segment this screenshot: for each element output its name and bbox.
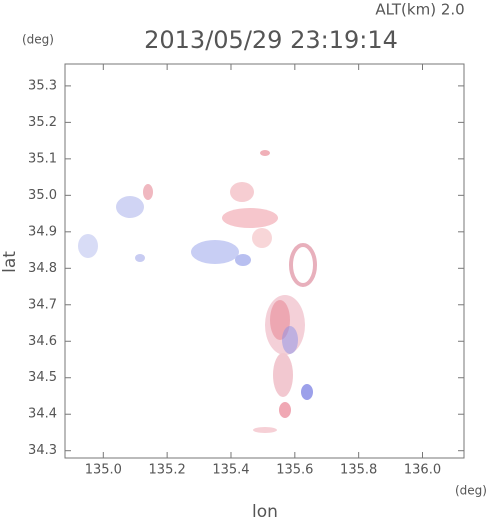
y-axis-label: lat [0,251,20,273]
y-tick-label: 34.6 [28,334,57,349]
y-tick-label: 34.7 [28,297,57,312]
y-tick-label: 34.8 [28,261,57,276]
echo [252,228,272,248]
echo [230,182,254,202]
echo [116,196,144,218]
x-tick-label: 135.8 [340,463,377,478]
x-tick-label: 136.0 [404,463,441,478]
echo [143,184,153,200]
echo [289,243,317,287]
x-unit: (deg) [455,484,487,498]
plot-frame [64,63,465,459]
echo [301,384,313,400]
y-tick-label: 34.5 [28,370,57,385]
echo [78,234,98,258]
y-tick-label: 35.2 [28,115,57,130]
echo [235,254,251,266]
echo [222,208,278,228]
y-tick-label: 34.3 [28,443,57,458]
altitude: ALT(km) 2.0 [375,1,464,19]
echo [191,240,239,264]
chart-title: 2013/05/29 23:19:14 [144,26,398,54]
echo [273,353,293,397]
x-tick-label: 135.6 [276,463,313,478]
x-tick-label: 135.4 [212,463,249,478]
echo [282,326,298,354]
y-tick-label: 35.1 [28,151,57,166]
y-tick-label: 35.3 [28,78,57,93]
radar-echoes [78,150,317,433]
y-tick-label: 34.4 [28,407,57,422]
echo [253,427,277,433]
y-tick-label: 35.0 [28,188,57,203]
y-unit: (deg) [22,33,54,47]
echo [260,150,270,156]
echo [135,254,145,262]
x-tick-label: 135.0 [85,463,122,478]
y-tick-label: 34.9 [28,224,57,239]
x-axis-label: lon [252,502,278,521]
echo [279,402,291,418]
x-tick-label: 135.2 [149,463,186,478]
